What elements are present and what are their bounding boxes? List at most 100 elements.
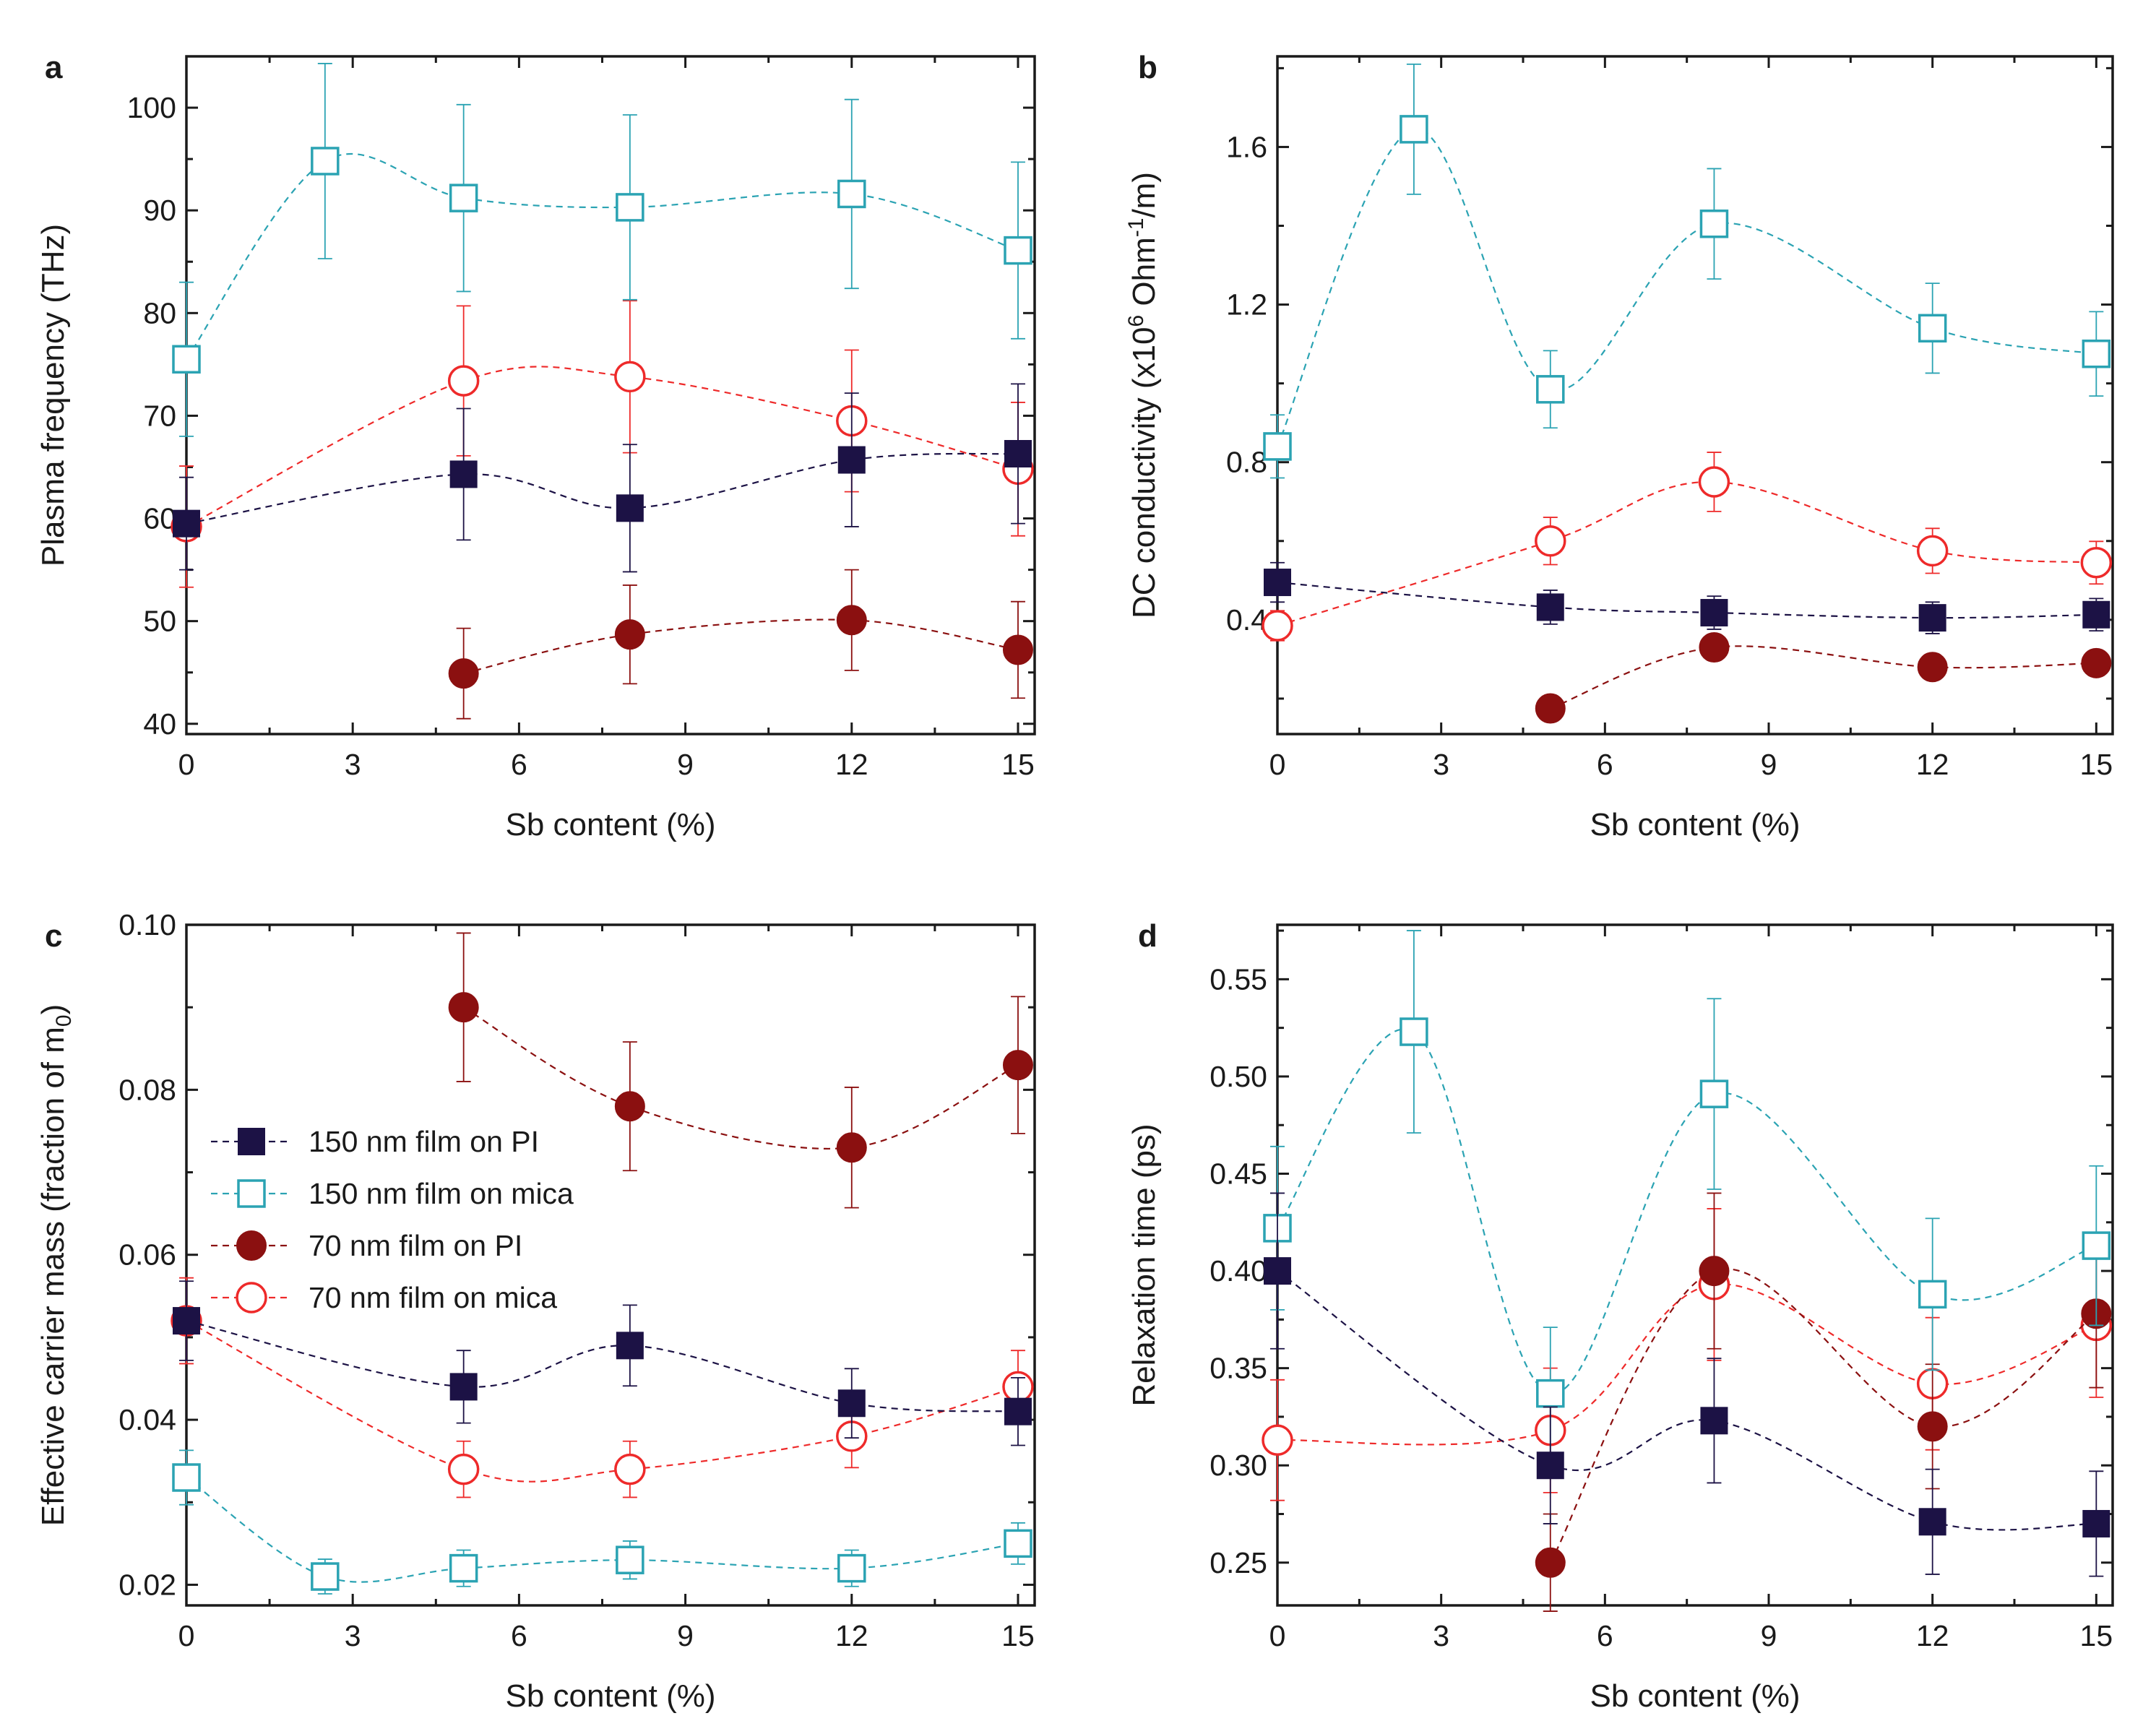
data-point — [837, 1389, 866, 1418]
series-line — [463, 1006, 1019, 1150]
data-point — [311, 147, 340, 176]
x-tick-label: 6 — [1597, 748, 1613, 781]
series-pi70 — [448, 932, 1033, 1209]
data-point — [614, 1091, 645, 1122]
y-axis-title: Plasma frequency (THz) — [35, 224, 71, 566]
panel-d: d 0 3 6 9 12 15 0.25 0.30 0.35 0.40 0.45 0.50 0.55 Sb … — [1126, 918, 2114, 1714]
plot-frame — [185, 923, 1036, 1607]
data-point — [616, 193, 644, 222]
x-axis-title: Sb content (%) — [1590, 1678, 1800, 1714]
y-tick-label: 90 — [143, 194, 176, 227]
series-pi150 — [173, 1280, 1032, 1446]
data-point — [836, 1132, 867, 1163]
panel-letter: a — [45, 50, 63, 85]
data-point — [1916, 535, 1949, 567]
data-point — [448, 992, 479, 1023]
series-line — [186, 366, 1019, 527]
y-tick-label: 0.4 — [1226, 603, 1267, 637]
series-line — [1277, 1283, 2097, 1446]
y-axis-title: Effective carrier mass (fraction of m0) — [35, 1004, 76, 1527]
data-point — [2082, 600, 2110, 629]
data-point — [172, 345, 201, 374]
series-line — [186, 152, 1019, 360]
series-mica150 — [172, 1449, 1032, 1595]
data-point — [449, 1553, 478, 1583]
series-pi150 — [1264, 561, 2110, 634]
x-tick-label: 3 — [1433, 748, 1449, 781]
series-pi150 — [173, 383, 1032, 573]
x-axis-title: Sb content (%) — [505, 1678, 715, 1714]
data-point — [1002, 1050, 1033, 1081]
data-point — [1699, 210, 1729, 238]
series-line — [1549, 1268, 2097, 1563]
series-line — [186, 1477, 1019, 1583]
x-tick-label: 9 — [677, 748, 694, 781]
data-point — [1264, 569, 1291, 597]
panel-a: a 0 3 6 9 12 15 40 50 60 70 80 90 100 Sb content (%) Pl… — [35, 50, 1036, 842]
data-point — [1262, 1424, 1293, 1456]
y-tick-label: 60 — [143, 502, 176, 535]
data-point — [2081, 647, 2112, 678]
series-line — [1276, 128, 2097, 447]
data-point — [1400, 1017, 1428, 1046]
x-tick-label: 0 — [178, 1619, 195, 1652]
data-point — [1002, 634, 1033, 665]
data-point — [1918, 1508, 1946, 1536]
data-point — [1536, 593, 1564, 621]
data-point — [172, 1463, 201, 1492]
series-mica150 — [1263, 930, 2111, 1461]
data-point — [1004, 440, 1032, 468]
data-point — [449, 460, 478, 488]
series-line — [186, 452, 1019, 525]
series-line — [186, 1320, 1019, 1483]
data-point — [1535, 525, 1566, 557]
data-point — [1699, 632, 1730, 663]
x-tick-label: 12 — [1916, 1619, 1949, 1652]
series-pi70 — [448, 569, 1033, 720]
legend-label: 70 nm film on mica — [309, 1281, 557, 1314]
data-point — [1699, 1256, 1730, 1287]
x-tick-label: 9 — [1761, 748, 1777, 781]
data-point — [837, 1553, 866, 1583]
series-mica150 — [1263, 64, 2111, 479]
series-mica70 — [1262, 452, 2113, 642]
y-axis-title: Relaxation time (ps) — [1126, 1123, 1162, 1406]
x-tick-label: 0 — [178, 748, 195, 781]
x-axis-title: Sb content (%) — [505, 807, 715, 842]
data-point — [1004, 1397, 1032, 1425]
data-point — [2082, 1509, 2110, 1537]
x-tick-label: 12 — [1916, 748, 1949, 781]
y-tick-label: 0.04 — [118, 1403, 176, 1436]
series-line — [463, 618, 1019, 675]
y-axis-title: DC conductivity (x106 Ohm-1/m) — [1124, 172, 1162, 618]
x-tick-label: 15 — [2080, 748, 2113, 781]
y-tick-label: 0.08 — [118, 1073, 176, 1106]
data-point — [1004, 1529, 1032, 1558]
data-point — [447, 365, 480, 397]
data-point — [616, 1332, 644, 1360]
y-tick-label: 1.6 — [1226, 130, 1267, 163]
y-tick-label: 0.8 — [1226, 446, 1267, 479]
x-axis-title: Sb content (%) — [1590, 807, 1800, 842]
data-point — [1917, 652, 1948, 683]
y-tick-label: 0.35 — [1209, 1352, 1267, 1385]
y-tick-label: 0.45 — [1209, 1157, 1267, 1191]
x-tick-label: 0 — [1269, 748, 1286, 781]
data-point — [1699, 1079, 1729, 1108]
data-point — [2082, 1231, 2111, 1260]
series-mica70 — [171, 300, 1034, 588]
x-tick-label: 15 — [1001, 1619, 1035, 1652]
x-tick-label: 15 — [2080, 1619, 2113, 1652]
y-tick-label: 0.02 — [118, 1568, 176, 1601]
data-point — [614, 619, 645, 650]
series-mica70 — [1262, 1208, 2113, 1501]
legend: 150 nm film on PI 150 nm film on mica 70 n… — [211, 1125, 574, 1314]
legend-label: 150 nm film on mica — [309, 1177, 574, 1210]
series-line — [186, 1320, 1019, 1412]
data-point — [449, 1373, 478, 1401]
series-pi70 — [1535, 1192, 2112, 1612]
data-point — [614, 1453, 646, 1485]
y-tick-label: 40 — [143, 707, 176, 741]
x-tick-label: 12 — [835, 1619, 868, 1652]
legend-marker — [238, 1128, 265, 1155]
